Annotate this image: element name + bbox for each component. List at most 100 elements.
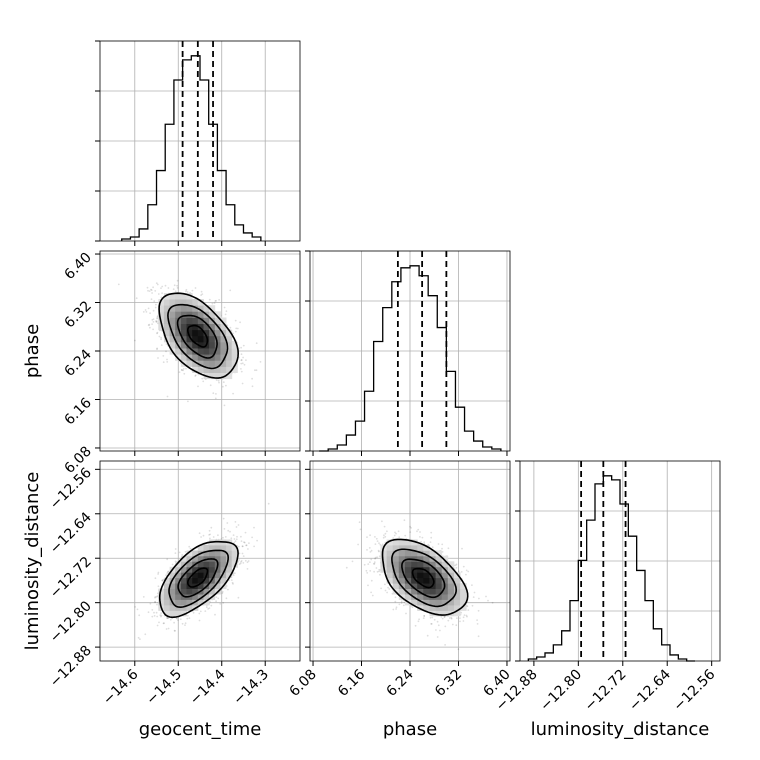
sample-point bbox=[455, 624, 458, 627]
density-cell bbox=[404, 550, 412, 557]
density-cell bbox=[404, 544, 412, 551]
sample-point bbox=[222, 381, 225, 384]
histogram-step-phase bbox=[319, 265, 502, 452]
density-cell bbox=[435, 550, 443, 557]
sample-point bbox=[242, 356, 245, 359]
sample-point bbox=[197, 373, 200, 376]
density-cell bbox=[220, 572, 227, 579]
sample-point bbox=[173, 284, 176, 287]
sample-point bbox=[153, 611, 155, 614]
density-cell bbox=[226, 342, 233, 349]
density-cell bbox=[220, 348, 227, 355]
sample-point bbox=[450, 616, 453, 619]
sample-point bbox=[400, 602, 403, 604]
sample-point bbox=[241, 552, 244, 555]
sample-point bbox=[462, 620, 465, 622]
sample-point bbox=[411, 606, 414, 609]
sample-point bbox=[444, 625, 447, 628]
density-cell bbox=[209, 311, 216, 318]
density-cell bbox=[447, 605, 455, 611]
sample-point bbox=[159, 614, 162, 617]
density-cell bbox=[197, 311, 204, 318]
sample-point bbox=[241, 545, 244, 548]
density-cell bbox=[180, 342, 187, 349]
density-cell bbox=[231, 360, 238, 367]
density-cell bbox=[197, 299, 204, 306]
density-cell bbox=[226, 550, 233, 557]
density-cell bbox=[447, 577, 455, 584]
sample-point bbox=[243, 541, 245, 543]
sample-point bbox=[202, 380, 205, 383]
sample-point bbox=[240, 362, 243, 365]
density-cell bbox=[203, 360, 210, 367]
sample-point bbox=[188, 617, 191, 619]
density-cell bbox=[220, 354, 227, 361]
density-cell bbox=[417, 544, 424, 551]
density-cell bbox=[192, 329, 199, 337]
density-cell bbox=[175, 577, 182, 584]
sample-point bbox=[423, 541, 426, 544]
density-cell bbox=[180, 577, 187, 584]
density-cell bbox=[186, 311, 193, 318]
density-cell bbox=[192, 566, 199, 573]
density-cell bbox=[180, 599, 187, 606]
density-cell bbox=[441, 555, 449, 562]
sample-point bbox=[151, 292, 154, 294]
sample-point bbox=[463, 614, 466, 616]
sample-point bbox=[457, 570, 460, 573]
density-cell bbox=[169, 299, 176, 306]
sample-point bbox=[218, 299, 221, 301]
density-cell bbox=[169, 293, 176, 300]
sample-point bbox=[208, 298, 211, 301]
density-cell bbox=[411, 544, 418, 551]
density-cell bbox=[231, 348, 238, 355]
sample-point bbox=[251, 536, 254, 539]
density-cell bbox=[386, 572, 394, 579]
sample-point bbox=[450, 617, 453, 620]
sample-point bbox=[214, 300, 217, 302]
density-cell bbox=[180, 293, 187, 300]
sample-point bbox=[244, 559, 247, 562]
density-cell bbox=[447, 594, 455, 600]
density-cell bbox=[214, 550, 221, 557]
density-cell bbox=[163, 577, 170, 584]
density-cell bbox=[429, 550, 436, 557]
sample-point bbox=[235, 538, 238, 541]
sample-point bbox=[430, 623, 432, 625]
sample-point bbox=[478, 597, 480, 600]
density-cell bbox=[209, 550, 216, 557]
sample-point bbox=[414, 624, 417, 627]
sample-point bbox=[156, 320, 158, 323]
sample-point bbox=[454, 564, 457, 567]
density-cell bbox=[447, 583, 455, 589]
sample-point bbox=[398, 603, 401, 606]
sample-point bbox=[154, 596, 156, 599]
sample-point bbox=[209, 537, 211, 540]
sample-point bbox=[177, 619, 179, 621]
density-cell bbox=[417, 555, 424, 562]
sample-point bbox=[138, 614, 141, 617]
sample-point bbox=[430, 623, 433, 625]
sample-point bbox=[181, 622, 184, 625]
sample-point bbox=[419, 536, 421, 538]
sample-point bbox=[466, 605, 469, 608]
sample-point bbox=[235, 327, 238, 330]
density-cell bbox=[209, 566, 216, 573]
density-cell bbox=[441, 572, 449, 579]
sample-point bbox=[212, 536, 215, 538]
sample-point bbox=[166, 617, 168, 619]
sample-point bbox=[472, 596, 475, 598]
sample-point bbox=[375, 567, 378, 569]
sample-point bbox=[384, 589, 387, 592]
sample-point bbox=[241, 545, 244, 548]
sample-point bbox=[161, 285, 164, 288]
density-cell bbox=[404, 588, 412, 595]
sample-point bbox=[218, 381, 220, 384]
sample-point bbox=[160, 612, 163, 614]
sample-point bbox=[151, 323, 154, 325]
sample-point bbox=[400, 600, 403, 603]
density-cell bbox=[404, 583, 412, 589]
density-cell bbox=[454, 583, 461, 589]
sample-point bbox=[227, 529, 230, 532]
sample-point bbox=[358, 521, 361, 524]
